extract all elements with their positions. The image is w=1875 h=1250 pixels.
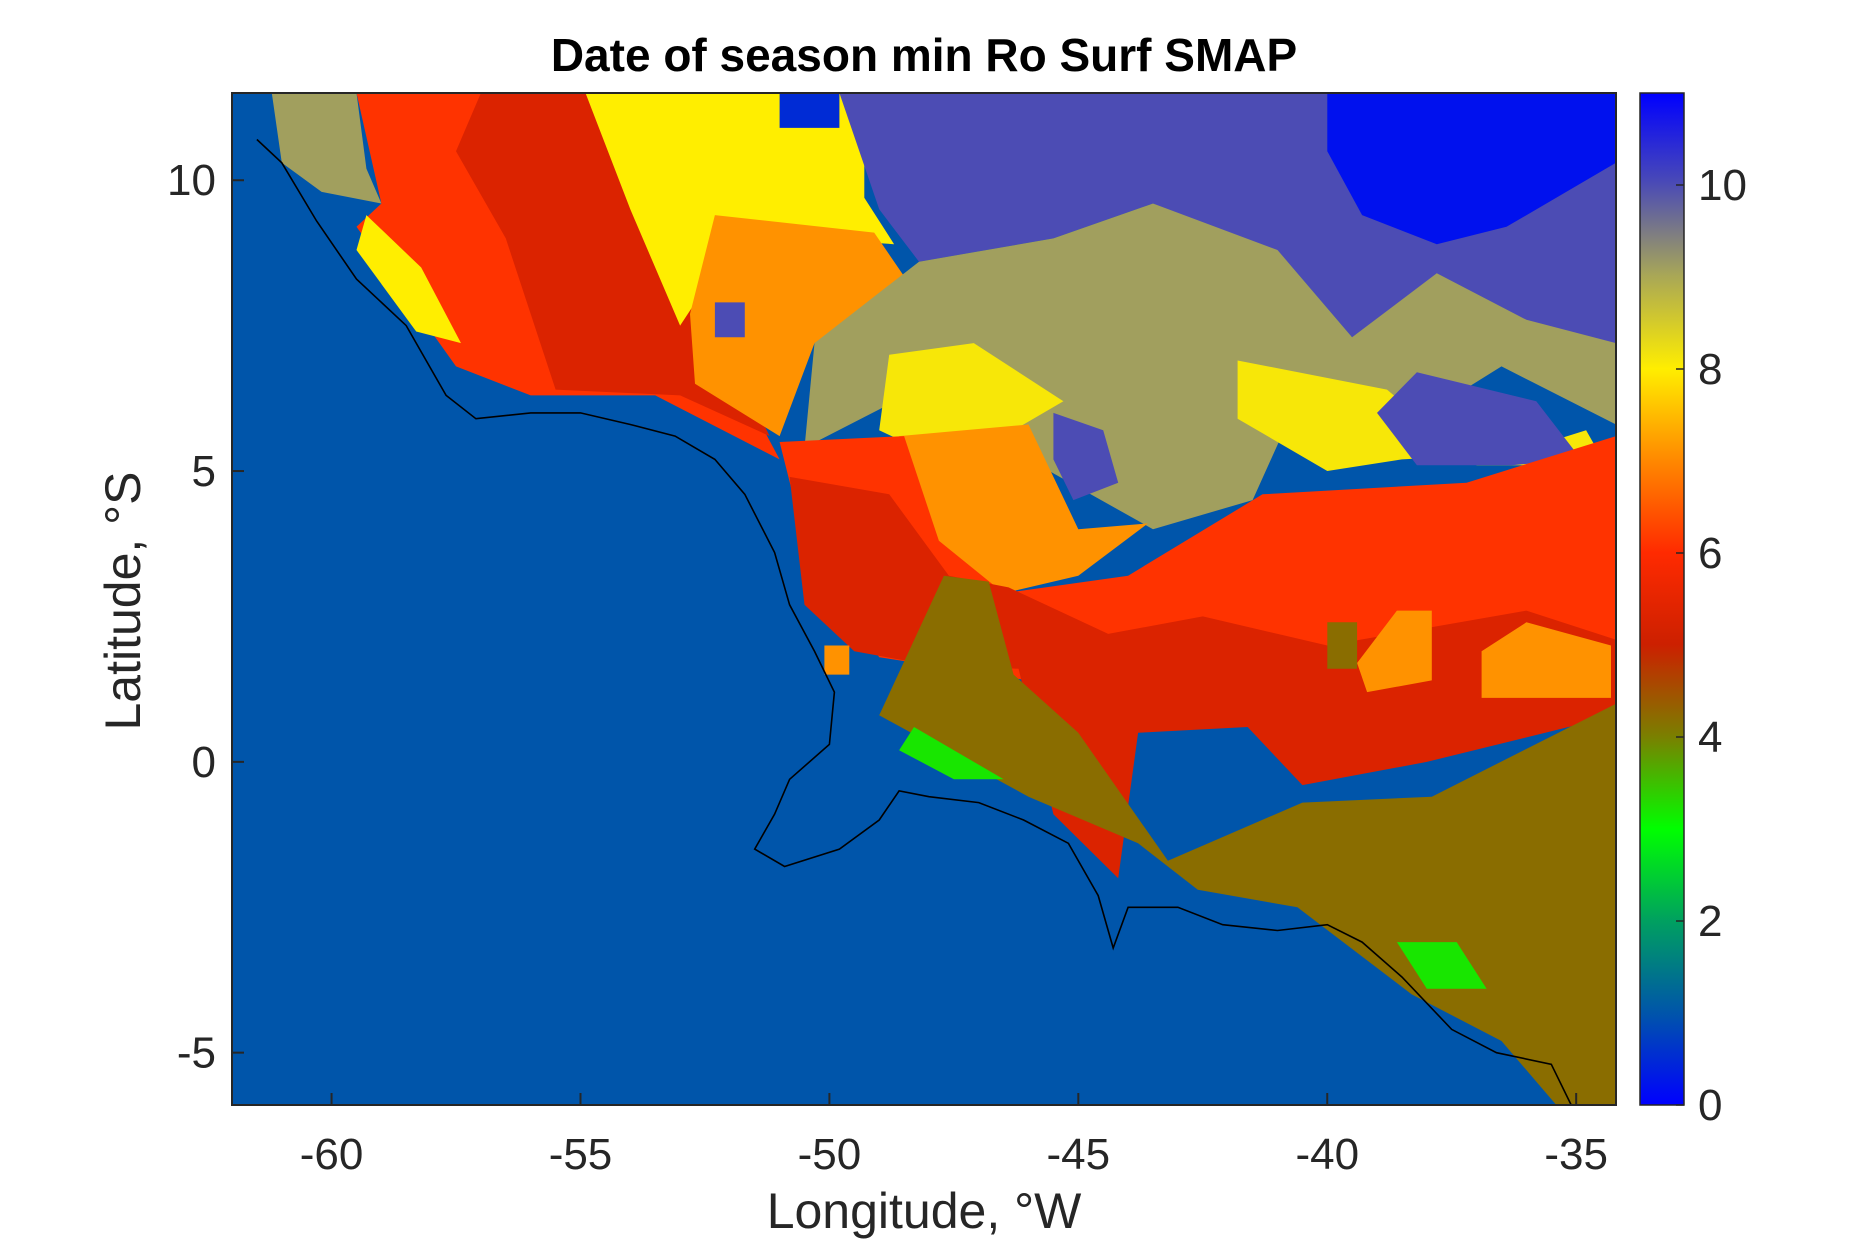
colorbar-tick-label: 4 xyxy=(1698,713,1722,762)
heatmap-region-23 xyxy=(1396,942,1487,989)
y-tick-label: -5 xyxy=(177,1029,216,1078)
heatmap-region-22 xyxy=(899,727,1004,780)
y-axis-label: Latitude, °S xyxy=(95,471,151,730)
heatmap-region-6 xyxy=(714,302,745,338)
heatmap-region-7 xyxy=(779,93,840,128)
y-tick-label: 10 xyxy=(167,156,216,205)
colorbar-tick-label: 6 xyxy=(1698,529,1722,578)
heatmap-region-10 xyxy=(804,203,1616,530)
heatmap-region-18 xyxy=(1357,610,1432,693)
plot-frame xyxy=(231,92,1617,1106)
x-axis-ticks: -60 -55 -50 -45 -40 -35 xyxy=(300,1093,1608,1179)
plot-area xyxy=(232,93,1616,1105)
colorbar-tick-label: 8 xyxy=(1698,345,1722,394)
colorbar-ticks: 0 2 4 6 8 10 xyxy=(1676,161,1747,1130)
heatmap-region-4 xyxy=(585,93,895,326)
heatmap-region-17 xyxy=(789,476,1616,879)
y-tick-label: 0 xyxy=(192,738,216,787)
heatmap-region-15 xyxy=(899,424,1148,594)
colorbar xyxy=(1639,92,1685,1106)
colorbar-tick-label: 0 xyxy=(1698,1081,1722,1130)
x-tick-label: -35 xyxy=(1544,1130,1608,1179)
colorbar-tick-label: 2 xyxy=(1698,897,1722,946)
heatmap-region-19 xyxy=(1481,622,1611,698)
x-tick-label: -55 xyxy=(549,1130,613,1179)
x-tick-label: -45 xyxy=(1047,1130,1111,1179)
heatmap-region-11 xyxy=(879,343,1064,442)
x-axis-label: Longitude, °W xyxy=(767,1183,1082,1239)
heatmap-region-21 xyxy=(1327,622,1358,669)
y-axis-ticks: -5 0 5 10 xyxy=(167,156,244,1078)
heatmap-region-12 xyxy=(1237,360,1606,471)
heatmap-region-13 xyxy=(1053,412,1119,501)
heatmap-region-2 xyxy=(456,93,770,437)
heatmap-region-8 xyxy=(839,93,1616,344)
colorbar-tick-label: 10 xyxy=(1698,161,1747,210)
x-tick-label: -50 xyxy=(798,1130,862,1179)
heatmap-region-0 xyxy=(271,93,382,204)
heatmap-region-9 xyxy=(1327,93,1616,245)
x-tick-label: -40 xyxy=(1295,1130,1359,1179)
chart-title: Date of season min Ro Surf SMAP xyxy=(551,29,1297,81)
heatmap-regions xyxy=(271,93,1616,1105)
y-tick-label: 5 xyxy=(192,447,216,496)
heatmap-region-24 xyxy=(824,645,850,675)
heatmap-region-14 xyxy=(1377,372,1582,466)
heatmap-region-5 xyxy=(690,215,914,437)
coastline xyxy=(256,138,1572,1105)
heatmap-region-3 xyxy=(356,215,461,344)
x-tick-label: -60 xyxy=(300,1130,364,1179)
